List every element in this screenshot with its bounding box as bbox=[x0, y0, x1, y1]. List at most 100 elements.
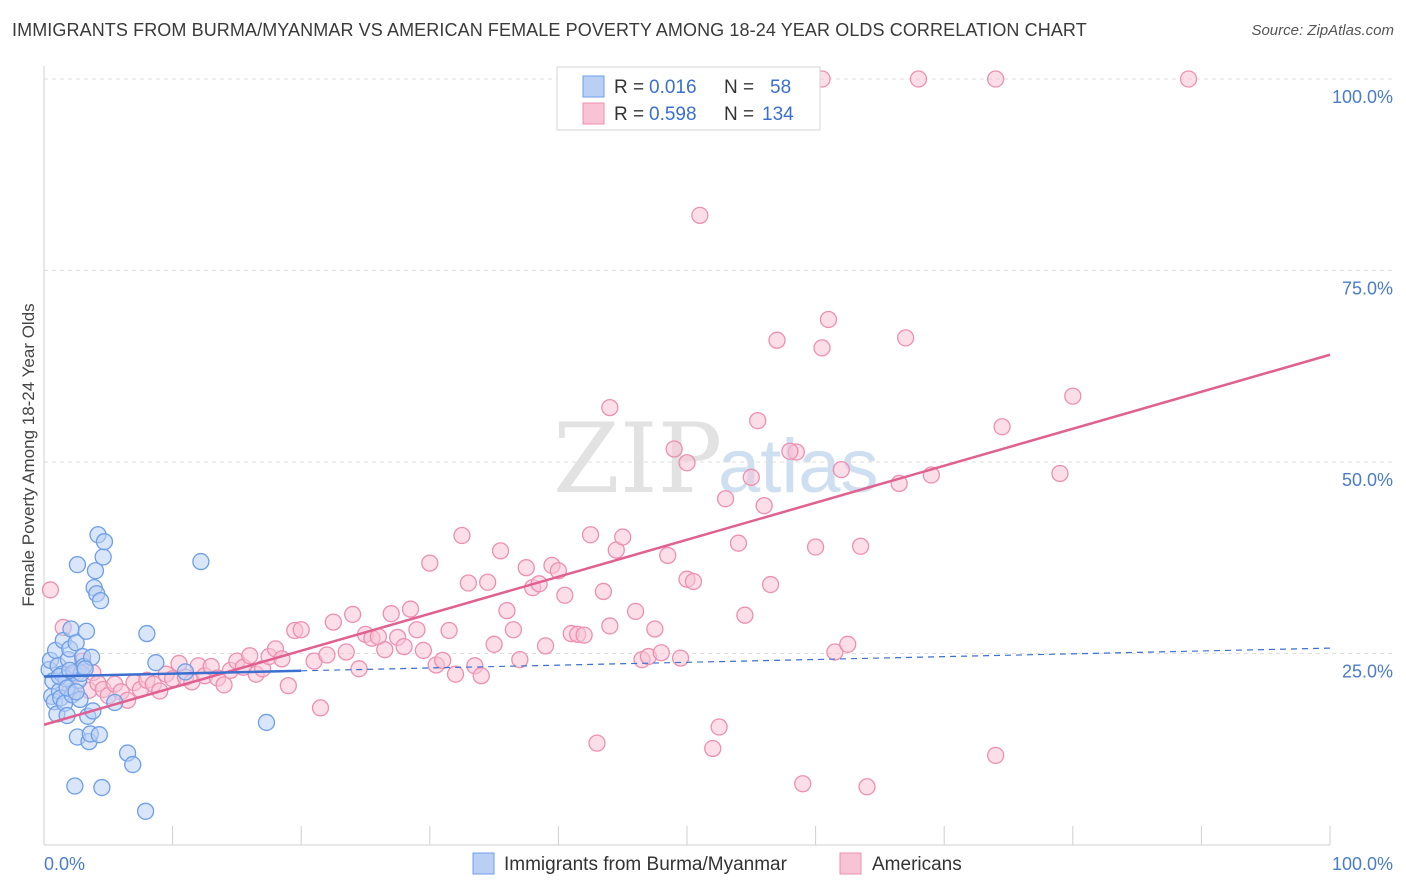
data-point bbox=[1064, 387, 1082, 405]
legend-n-value-blue: 58 bbox=[770, 77, 791, 98]
data-point bbox=[472, 667, 490, 685]
data-point bbox=[896, 329, 915, 347]
data-point bbox=[826, 643, 844, 661]
data-point bbox=[67, 634, 85, 652]
data-point bbox=[742, 468, 760, 486]
source-credit: Source: ZipAtlas.com bbox=[1251, 22, 1394, 39]
data-point bbox=[241, 647, 259, 665]
data-point bbox=[504, 621, 523, 639]
data-point bbox=[324, 613, 343, 631]
data-point bbox=[446, 665, 465, 683]
data-point bbox=[691, 206, 709, 224]
data-point bbox=[819, 310, 838, 329]
data-point bbox=[94, 548, 112, 566]
series-legend-label-blue: Immigrants from Burma/Myanmar bbox=[504, 854, 788, 875]
data-point bbox=[479, 573, 497, 591]
y-tick-label-75: 75.0% bbox=[1342, 279, 1393, 299]
data-point bbox=[292, 621, 310, 639]
legend-r-label-blue: R = bbox=[614, 77, 644, 98]
legend-r-value-blue: 0.016 bbox=[649, 77, 697, 98]
data-point bbox=[257, 713, 276, 732]
data-point bbox=[832, 461, 850, 479]
legend-r-value-pink: 0.598 bbox=[649, 104, 697, 125]
data-point bbox=[124, 755, 142, 774]
series-legend-label-pink: Americans bbox=[872, 854, 962, 875]
legend-n-label-pink: N = bbox=[724, 104, 754, 125]
data-point bbox=[318, 646, 336, 664]
data-point bbox=[279, 677, 297, 695]
data-point bbox=[95, 533, 114, 551]
data-point bbox=[652, 644, 670, 662]
data-point bbox=[646, 620, 664, 638]
y-tick-label-50: 50.0% bbox=[1342, 470, 1393, 490]
data-point bbox=[350, 660, 368, 678]
data-point bbox=[68, 555, 87, 574]
data-point bbox=[781, 442, 799, 460]
legend-swatch-blue bbox=[582, 75, 605, 98]
data-point bbox=[684, 572, 703, 591]
data-point bbox=[601, 398, 619, 417]
data-point bbox=[813, 339, 831, 357]
legend-swatch-pink bbox=[582, 102, 605, 125]
y-tick-label-100: 100.0% bbox=[1332, 87, 1393, 107]
legend-n-value-pink: 134 bbox=[762, 104, 794, 125]
data-point bbox=[806, 538, 825, 556]
axes bbox=[43, 66, 1331, 846]
series-legend: Immigrants from Burma/Myanmar Americans bbox=[472, 852, 962, 875]
data-point bbox=[421, 554, 439, 572]
data-point bbox=[601, 617, 619, 635]
data-point bbox=[761, 575, 780, 594]
data-point bbox=[376, 641, 394, 659]
data-point bbox=[491, 542, 510, 560]
data-point bbox=[498, 601, 516, 620]
data-point bbox=[986, 70, 1005, 88]
data-point bbox=[671, 649, 690, 667]
data-point bbox=[459, 574, 478, 592]
data-point bbox=[768, 331, 786, 349]
legend-n-label-blue: N = bbox=[724, 77, 754, 98]
data-point bbox=[909, 70, 928, 88]
data-point bbox=[839, 635, 857, 653]
chart-title: IMMIGRANTS FROM BURMA/MYANMAR VS AMERICA… bbox=[12, 20, 1087, 40]
data-point bbox=[678, 454, 696, 472]
data-point bbox=[511, 650, 529, 669]
y-tick-label-25: 25.0% bbox=[1342, 662, 1393, 682]
data-point bbox=[66, 777, 84, 795]
data-point bbox=[794, 775, 812, 793]
data-point bbox=[395, 637, 413, 656]
data-point bbox=[138, 624, 156, 643]
data-point bbox=[147, 654, 165, 672]
data-point bbox=[86, 562, 105, 580]
data-point bbox=[851, 537, 870, 555]
data-point bbox=[716, 490, 735, 508]
x-tick-label-end: 100.0% bbox=[1332, 854, 1393, 874]
data-point bbox=[659, 546, 677, 565]
data-point bbox=[588, 734, 606, 752]
trend-line-burma-dashed bbox=[301, 647, 1331, 672]
correlation-legend: R = 0.016 N = 58 R = 0.598 N = 134 bbox=[556, 66, 821, 131]
data-point bbox=[434, 651, 452, 670]
data-point bbox=[556, 586, 574, 604]
data-point bbox=[215, 676, 233, 694]
data-point bbox=[736, 606, 754, 624]
data-point bbox=[337, 643, 355, 661]
data-point bbox=[986, 746, 1005, 765]
data-point bbox=[192, 552, 210, 571]
data-point bbox=[517, 559, 535, 577]
data-point bbox=[401, 600, 420, 618]
data-point bbox=[485, 635, 503, 653]
data-point bbox=[311, 699, 330, 717]
data-point bbox=[536, 637, 555, 655]
data-point bbox=[665, 440, 683, 458]
watermark-atlas: atlas bbox=[718, 424, 879, 509]
legend-r-label-pink: R = bbox=[614, 104, 644, 125]
data-point bbox=[581, 526, 600, 544]
data-point bbox=[626, 602, 645, 621]
data-point bbox=[755, 497, 773, 515]
data-point bbox=[77, 622, 96, 640]
data-point bbox=[414, 641, 433, 660]
data-point bbox=[93, 778, 111, 797]
data-point bbox=[343, 605, 362, 624]
trend-lines bbox=[43, 353, 1331, 726]
